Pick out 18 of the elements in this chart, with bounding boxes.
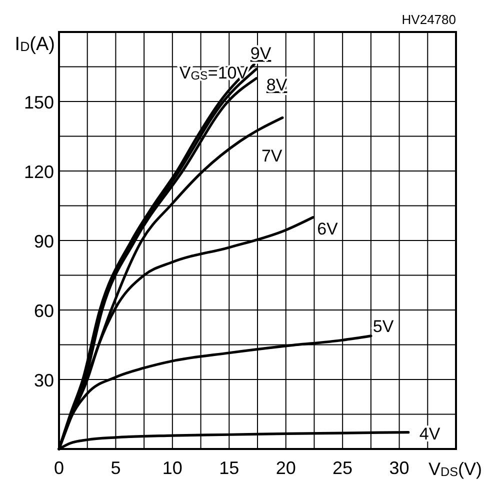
y-tick-label: 150 (24, 92, 54, 112)
y-axis-title: ID(A) (14, 34, 55, 55)
series-label: 5V (372, 316, 394, 336)
x-tick-label: 5 (110, 458, 121, 478)
series-label: 6V (317, 219, 339, 238)
series-label: 7V (261, 146, 283, 166)
text: HV24780 (402, 12, 456, 27)
y-tick-label: 60 (34, 301, 54, 321)
y-tick-label: 120 (24, 162, 54, 182)
x-tick-label: 10 (162, 458, 182, 478)
x-axis-title: VDS(V) (428, 459, 482, 480)
x-tick-label: 20 (276, 458, 296, 478)
y-tick-label: 30 (34, 370, 54, 390)
y-tick-label: 90 (34, 232, 54, 252)
x-tick-label: 0 (54, 458, 64, 478)
x-tick-label: 25 (332, 458, 353, 478)
x-tick-label: 15 (219, 458, 240, 478)
x-tick-label: 30 (389, 458, 410, 478)
